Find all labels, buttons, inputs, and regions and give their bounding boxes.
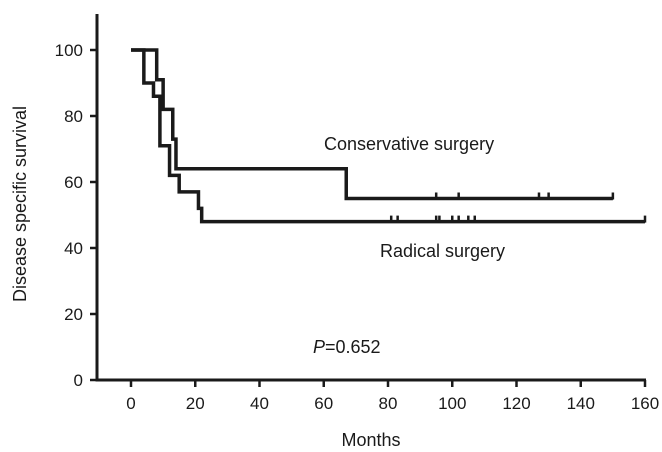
x-tick-label: 40	[250, 394, 269, 413]
y-tick-label: 0	[74, 371, 83, 390]
series-conservative	[131, 48, 615, 201]
p-value-letter: P	[313, 337, 325, 357]
x-axis-title: Months	[341, 430, 400, 450]
x-tick-label: 60	[314, 394, 333, 413]
y-tick-label: 80	[64, 107, 83, 126]
survival-step-line	[131, 48, 645, 224]
survival-step-line	[131, 48, 613, 201]
x-tick-label: 100	[438, 394, 466, 413]
p-value-text: =0.652	[325, 337, 381, 357]
x-tick-label: 20	[186, 394, 205, 413]
x-tick-label: 160	[631, 394, 659, 413]
y-tick-label: 60	[64, 173, 83, 192]
axes: 0 20 40 60 80 100 120 140 160 0 20 40 60 80 100	[55, 14, 659, 413]
series-radical	[131, 48, 647, 224]
series-layer	[131, 48, 647, 224]
x-tick-label: 120	[502, 394, 530, 413]
y-tick-label: 100	[55, 41, 83, 60]
x-tick-label: 80	[379, 394, 398, 413]
y-tick-label: 40	[64, 239, 83, 258]
series-label-conservative: Conservative surgery	[324, 134, 494, 154]
x-tick-label: 0	[126, 394, 135, 413]
x-tick-label: 140	[567, 394, 595, 413]
y-tick-label: 20	[64, 305, 83, 324]
series-label-radical: Radical surgery	[380, 241, 505, 261]
p-value-annotation: P=0.652	[313, 337, 381, 357]
y-axis-title: Disease specific survival	[10, 106, 30, 302]
